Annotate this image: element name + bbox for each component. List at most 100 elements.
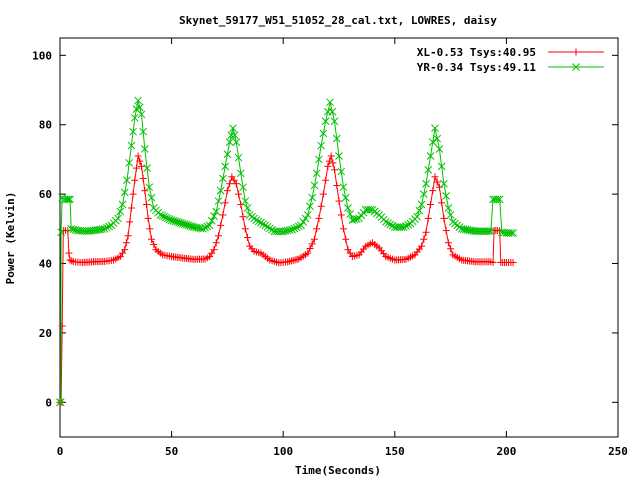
series-point-1 [103, 223, 111, 232]
series-point-1 [335, 152, 343, 160]
series-point-0 [337, 211, 345, 219]
series-point-1 [135, 103, 144, 112]
series-point-1 [419, 190, 428, 198]
series-point-0 [310, 235, 318, 243]
series-point-1 [426, 152, 435, 160]
series-point-0 [329, 159, 337, 167]
series-point-1 [288, 225, 296, 234]
series-point-1 [164, 214, 172, 223]
series-point-0 [148, 235, 156, 243]
series-point-0 [235, 190, 243, 198]
series-point-1 [156, 211, 165, 219]
series-point-1 [147, 193, 156, 202]
series-point-0 [221, 199, 229, 207]
series-point-0 [136, 157, 144, 165]
series-point-1 [404, 220, 413, 229]
series-point-1 [57, 228, 65, 237]
series-point-1 [330, 117, 339, 126]
series-point-1 [139, 127, 147, 136]
series-point-0 [327, 152, 335, 160]
y-tick-label: 60 [39, 188, 52, 201]
series-point-0 [241, 225, 249, 233]
series-point-1 [259, 220, 267, 228]
series-point-0 [447, 245, 455, 253]
series-point-1 [471, 227, 480, 236]
series-point-1 [205, 221, 214, 230]
legend-marker-1 [572, 63, 580, 71]
series-point-1 [413, 212, 421, 221]
series-point-1 [214, 197, 223, 205]
series-point-1 [198, 224, 207, 233]
x-axis-ticks: 0 50 100 150 200 250 [57, 38, 628, 458]
series-point-0 [319, 190, 327, 198]
series-point-1 [60, 195, 69, 204]
series-point-1 [236, 169, 245, 178]
series-point-1 [216, 186, 225, 195]
series-point-1 [326, 98, 334, 107]
series-point-1 [321, 117, 330, 126]
series-point-0 [440, 214, 448, 222]
series-point-0 [127, 204, 135, 212]
series-point-1 [366, 205, 375, 214]
series-point-1 [145, 183, 154, 192]
series-point-1 [344, 204, 352, 212]
series-point-0 [237, 201, 245, 209]
series-point-1 [243, 204, 252, 212]
series-point-0 [146, 225, 154, 233]
series-point-1 [98, 225, 107, 234]
series-point-1 [225, 138, 234, 146]
series-point-1 [116, 207, 125, 216]
series-point-1 [221, 162, 230, 171]
series-point-1 [127, 141, 136, 150]
series-point-0 [324, 162, 332, 170]
series-line-1 [60, 100, 514, 403]
series-point-0 [331, 166, 339, 174]
series-point-1 [254, 217, 263, 226]
y-tick-label: 80 [39, 119, 52, 132]
series-point-1 [475, 227, 483, 236]
series-point-1 [223, 150, 232, 159]
series-point-1 [341, 193, 350, 202]
series-point-1 [483, 227, 491, 236]
y-axis-label: Power (Kelvin) [4, 192, 17, 285]
series-point-1 [442, 192, 450, 200]
series-point-0 [433, 178, 441, 186]
series-point-1 [283, 226, 292, 235]
series-point-1 [114, 214, 122, 223]
x-tick-label: 0 [57, 445, 64, 458]
series-point-1 [120, 188, 129, 197]
series-point-1 [479, 227, 487, 236]
series-point-1 [137, 110, 146, 119]
series-point-0 [129, 190, 137, 198]
legend: XL-0.53 Tsys:40.95 YR-0.34 Tsys:49.11 [417, 46, 604, 74]
series-point-1 [312, 169, 321, 178]
series-point-0 [427, 201, 435, 209]
series-point-1 [473, 227, 481, 236]
series-point-0 [68, 257, 76, 265]
series-point-0 [335, 197, 343, 205]
series-point-0 [420, 235, 428, 243]
series-point-1 [437, 162, 446, 171]
series-point-1 [353, 215, 361, 223]
series-point-0 [232, 180, 240, 188]
series-point-1 [118, 200, 127, 209]
series-point-0 [239, 213, 247, 221]
series-point-0 [315, 214, 323, 222]
series-point-1 [290, 224, 299, 233]
series-point-1 [268, 225, 276, 234]
series-point-1 [100, 224, 109, 233]
series-point-1 [279, 227, 288, 236]
series-point-0 [131, 176, 139, 184]
series-point-0 [317, 202, 325, 210]
series-point-1 [493, 195, 502, 204]
series-point-0 [339, 225, 347, 233]
series-point-1 [328, 107, 337, 116]
series-point-1 [428, 138, 437, 146]
series-point-1 [239, 183, 247, 192]
series-point-1 [319, 129, 328, 138]
series-point-0 [132, 164, 140, 172]
y-axis-ticks: 0 20 40 60 80 100 [32, 49, 618, 409]
series-point-1 [130, 113, 139, 122]
series-point-1 [229, 124, 237, 133]
legend-label-1: YR-0.34 Tsys:49.11 [417, 61, 537, 74]
